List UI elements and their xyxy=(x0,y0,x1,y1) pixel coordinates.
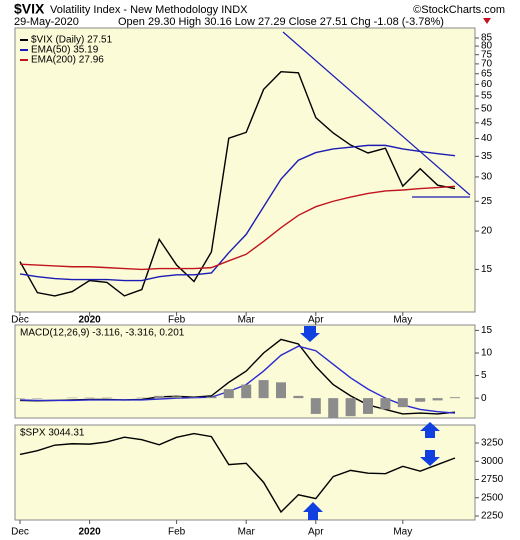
y-tick-label: 3000 xyxy=(481,456,504,467)
arrow xyxy=(420,422,440,438)
date: 29-May-2020 xyxy=(14,16,79,28)
y-tick-label: 45 xyxy=(481,117,493,128)
x-tick-label: Apr xyxy=(308,527,324,538)
y-tick-label: 2750 xyxy=(481,474,504,485)
x-tick-label: May xyxy=(393,527,412,538)
x-tick-label: Dec xyxy=(11,315,29,326)
panel-title: $SPX 3044.31 xyxy=(20,428,85,439)
y-tick-label: 35 xyxy=(481,151,493,162)
series-line xyxy=(19,144,456,282)
legend-label: EMA(200) 27.96 xyxy=(31,55,104,66)
spx-panel xyxy=(14,424,476,521)
y-tick-label: 55 xyxy=(481,91,493,102)
histogram-bar xyxy=(415,398,426,402)
histogram-bar xyxy=(171,396,182,399)
x-tick-label: Mar xyxy=(238,527,256,538)
histogram-bar xyxy=(276,382,286,399)
y-tick-label: 0 xyxy=(481,393,487,404)
x-tick-label: Feb xyxy=(168,315,186,326)
y-tick-label: 15 xyxy=(481,264,493,275)
y-tick-label: 85 xyxy=(481,33,493,44)
arrow xyxy=(303,502,323,520)
histogram-bar xyxy=(206,396,217,399)
trendline xyxy=(282,31,471,196)
y-tick-label: 65 xyxy=(481,68,493,79)
y-tick-label: 20 xyxy=(481,226,493,237)
price-panel xyxy=(14,27,476,313)
arrow xyxy=(420,450,440,466)
histogram-bar xyxy=(241,384,252,399)
histogram-bar xyxy=(397,398,408,408)
histogram-bar xyxy=(310,398,321,414)
y-tick-label: 60 xyxy=(481,79,493,90)
y-tick-label: 70 xyxy=(481,59,493,70)
down-triangle xyxy=(483,18,491,24)
histogram-bar xyxy=(293,395,304,399)
x-tick-label: 2020 xyxy=(78,527,101,538)
y-tick-label: 75 xyxy=(481,49,493,60)
legend-label: $VIX (Daily) 27.51 xyxy=(31,35,113,46)
y-tick-label: 10 xyxy=(481,348,493,359)
y-tick-label: 3250 xyxy=(481,438,504,449)
histogram-bar xyxy=(380,398,391,410)
x-tick-label: Apr xyxy=(308,315,324,326)
x-tick-label: Feb xyxy=(168,527,186,538)
histogram-bar xyxy=(450,397,460,399)
y-tick-label: 40 xyxy=(481,133,493,144)
chart-title: $VIX xyxy=(14,1,45,17)
legend-label: EMA(50) 35.19 xyxy=(31,45,99,56)
series-line xyxy=(19,71,456,297)
x-tick-label: 2020 xyxy=(78,315,101,326)
histogram-bar xyxy=(363,398,373,414)
quote: Open 29.30 High 30.16 Low 27.29 Close 27… xyxy=(118,16,444,28)
y-tick-label: 2500 xyxy=(481,492,504,503)
y-tick-label: 5 xyxy=(481,370,487,381)
histogram-bar xyxy=(328,398,339,419)
y-tick-label: 50 xyxy=(481,103,493,114)
x-tick-label: Dec xyxy=(11,527,29,538)
series-line xyxy=(19,345,456,414)
arrow xyxy=(300,326,320,342)
y-tick-label: 2250 xyxy=(481,511,504,522)
x-tick-label: May xyxy=(393,315,412,326)
x-tick-label: Mar xyxy=(238,315,256,326)
chart-subtitle: Volatility Index - New Methodology INDX xyxy=(50,4,248,16)
series-line xyxy=(19,432,456,514)
histogram-bar xyxy=(154,395,165,399)
y-tick-label: 25 xyxy=(481,196,493,207)
panel-title: MACD(12,26,9) -3.116, -3.316, 0.201 xyxy=(20,328,185,339)
histogram-bar xyxy=(258,380,269,399)
histogram-bar xyxy=(432,398,443,401)
series-line xyxy=(19,185,456,271)
y-tick-label: 30 xyxy=(481,172,493,183)
source: ©StockCharts.com xyxy=(413,4,505,16)
y-tick-label: 80 xyxy=(481,41,493,52)
histogram-bar xyxy=(223,389,234,399)
y-tick-label: 15 xyxy=(481,325,493,336)
histogram-bar xyxy=(345,398,356,417)
